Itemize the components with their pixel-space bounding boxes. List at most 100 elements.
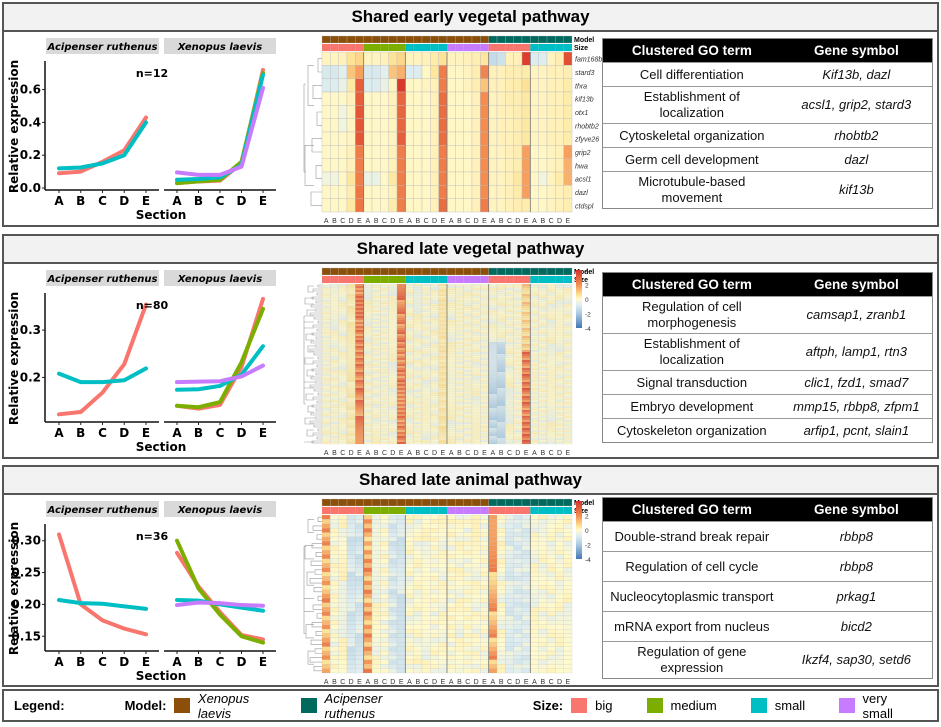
heatmap-cell: [396, 629, 406, 634]
heatmap-cell: [430, 395, 439, 399]
heatmap-cell: [321, 633, 331, 638]
heatmap-cell: [480, 353, 489, 357]
heatmap-cell: [513, 602, 523, 608]
heatmap-cell: [546, 441, 556, 445]
heatmap-cell: [480, 514, 489, 520]
column-label: A: [324, 679, 329, 686]
heatmap-cell: [363, 385, 373, 389]
heatmap-cell: [413, 321, 423, 325]
model-annotation-cell: [346, 267, 356, 276]
heatmap-cell: [513, 391, 523, 395]
heatmap-cell: [363, 105, 373, 119]
model-annotation-cell: [338, 35, 348, 44]
heatmap-cell: [321, 389, 331, 393]
size-annotation-cell: [347, 44, 356, 51]
heatmap-cell: [346, 385, 356, 389]
panel-title: Shared early vegetal pathway: [4, 4, 937, 32]
heatmap-cell: [521, 441, 531, 445]
heatmap-cell: [338, 576, 348, 581]
heatmap-cell: [330, 646, 339, 652]
heatmap-cell: [513, 659, 523, 665]
heatmap-cell: [380, 287, 389, 291]
column-label: E: [357, 218, 362, 225]
series-line-very-small: [175, 363, 265, 385]
heatmap-cell: [330, 319, 339, 323]
heatmap-cell: [563, 407, 573, 411]
heatmap-cell: [396, 339, 406, 343]
heatmap-cell: [321, 593, 331, 599]
heatmap-cell: [421, 323, 431, 327]
heatmap-cell: [480, 563, 489, 568]
heatmap-cell: [388, 307, 398, 311]
heatmap-cell: [455, 550, 464, 555]
heatmap-cell: [371, 349, 381, 353]
heatmap-cell: [380, 309, 389, 313]
size-annotation-cell: [547, 276, 556, 283]
heatmap-cell: [405, 105, 414, 119]
heatmap-cell: [521, 321, 531, 325]
heatmap-cell: [330, 523, 339, 529]
heatmap-cell: [430, 423, 439, 427]
heatmap-cell: [546, 131, 556, 146]
heatmap-cell: [371, 365, 381, 369]
heatmap-cell: [330, 419, 339, 423]
heatmap-cell: [380, 620, 389, 625]
heatmap-cell: [396, 554, 406, 559]
heatmap-cell: [505, 385, 514, 389]
heatmap-cell: [355, 363, 364, 367]
heatmap-cell: [355, 351, 364, 355]
heatmap-cell: [421, 435, 431, 439]
heatmap-cell: [346, 379, 356, 383]
heatmap-cell: [446, 325, 456, 329]
heatmap-cell: [563, 620, 573, 625]
go-term-table: Clustered GO term Gene symbol Regulation…: [602, 272, 933, 443]
heatmap-cell: [346, 351, 356, 355]
heatmap-cell: [330, 158, 339, 173]
heatmap-cell: [430, 409, 439, 413]
heatmap-cell: [405, 389, 414, 393]
heatmap-cell: [346, 65, 356, 79]
heatmap-cell: [480, 327, 489, 331]
heatmap-cell: [455, 355, 464, 359]
heatmap-cell: [321, 353, 331, 357]
heatmap-cell: [413, 519, 423, 524]
heatmap-cell: [496, 668, 506, 674]
heatmap-cell: [455, 523, 464, 529]
heatmap-cell: [546, 78, 556, 93]
heatmap-cell: [363, 532, 373, 538]
heatmap-cell: [505, 329, 514, 333]
heatmap-cell: [338, 620, 348, 625]
heatmap-cell: [480, 589, 489, 595]
heatmap-cell: [363, 633, 373, 638]
heatmap-cell: [471, 287, 481, 291]
heatmap-cell: [546, 567, 556, 573]
gene-symbol-header: Gene symbol: [780, 38, 933, 63]
heatmap-cell: [471, 365, 481, 369]
go-table-row: Cytoskeleton organization arfip1, pcnt, s…: [602, 418, 933, 443]
heatmap-cell: [355, 624, 364, 630]
heatmap-cell: [546, 333, 556, 337]
heatmap-cell: [338, 381, 348, 385]
heatmap-cell: [413, 413, 423, 417]
heatmap-cell: [471, 185, 481, 199]
heatmap-cell: [446, 293, 456, 297]
heatmap-cell: [363, 413, 373, 417]
row-dendrogram: [303, 284, 322, 444]
heatmap-cell: [371, 523, 381, 529]
heatmap-cell: [513, 397, 523, 401]
heatmap-cell: [330, 343, 339, 347]
column-label: A: [490, 679, 495, 686]
heatmap-cell: [505, 389, 514, 393]
heatmap-cell: [388, 571, 398, 577]
heatmap-cell: [438, 105, 448, 119]
heatmap-cell: [538, 615, 548, 621]
heatmap-cell: [355, 171, 364, 186]
heatmap-cell: [380, 413, 389, 417]
heatmap-cell: [396, 620, 406, 625]
heatmap-cell: [430, 353, 439, 357]
heatmap-cell: [413, 51, 423, 66]
heatmap-cell: [355, 389, 364, 393]
heatmap-cell: [438, 51, 448, 66]
heatmap-cell: [380, 301, 389, 305]
heatmap-cell: [363, 602, 373, 608]
